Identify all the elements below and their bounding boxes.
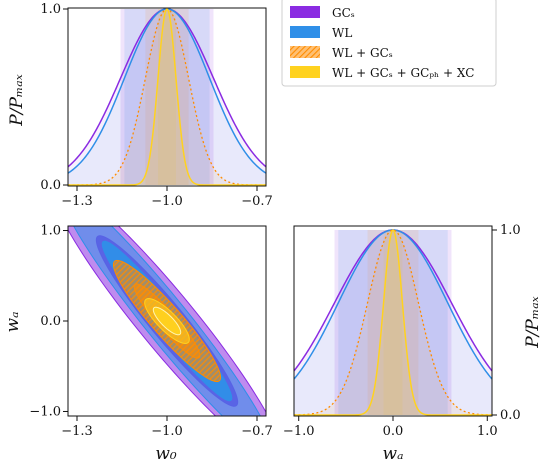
marginal-wa-x-ticks: −1.0 0.0 1.0: [283, 416, 498, 439]
marginal-wa-band-0: [334, 230, 452, 415]
x-tick-label: −0.7: [241, 194, 273, 209]
marginal-w0-fill-3: [68, 9, 266, 185]
marginal-wa-fill-0: [294, 230, 492, 415]
legend-label-3: WL + GCₛ + GCₚₕ + XC: [332, 66, 474, 80]
y-tick-label: 0.0: [500, 408, 521, 423]
marginal-wa-bands: [334, 230, 452, 415]
legend: GCₛ WL WL + GCₛ WL + GCₛ + GCₚₕ + XC: [281, 0, 497, 87]
y-tick-label: 0.0: [40, 178, 61, 193]
marginal-wa-fill-2: [294, 230, 492, 415]
contour-xlabel: w₀: [155, 444, 177, 464]
x-tick-label: −1.3: [61, 424, 93, 439]
legend-swatch-1: [290, 26, 320, 38]
legend-swatch-0: [290, 6, 320, 18]
contour-ylabel: wₐ: [3, 312, 23, 333]
marginal-wa-band-3: [383, 230, 403, 415]
marginal-wa-y-ticks: 0.0 1.0: [492, 223, 521, 423]
marginal-wa-xlabel: wₐ: [383, 444, 404, 464]
legend-frame: [281, 0, 497, 87]
legend-swatch-3: [290, 66, 320, 78]
marginal-wa-band-1: [338, 230, 448, 415]
x-tick-label: 0.0: [383, 424, 404, 439]
marginal-w0-fill-1: [68, 9, 266, 185]
marginal-w0-band-0: [120, 9, 214, 185]
marginal-wa-ylabel: P/Pₘₐₓ: [523, 296, 543, 348]
marginal-w0-panel: 0.0 1.0 −1.3 −1.0 −0.7 P/Pₘₐₓ: [7, 2, 273, 209]
legend-label-2: WL + GCₛ: [332, 46, 393, 60]
x-tick-label: −1.0: [151, 424, 183, 439]
y-tick-label: 0.0: [40, 314, 61, 329]
marginal-w0-fill-2: [68, 9, 266, 185]
marginal-w0-y-ticks: 0.0 1.0: [40, 2, 68, 193]
contour-2d-panel: −1.00.01.0 −1.3 −1.0 −0.7 w₀ wₐ: [3, 224, 273, 464]
marginal-wa-fill-3: [294, 230, 492, 415]
contour-ellipses: [68, 226, 266, 416]
y-tick-label: 1.0: [40, 224, 61, 239]
marginal-w0-x-ticks: −1.3 −1.0 −0.7: [61, 186, 273, 209]
x-tick-label: −1.0: [283, 424, 315, 439]
y-tick-label: −1.0: [29, 404, 61, 419]
legend-label-1: WL: [332, 26, 352, 40]
marginal-wa-curves: [294, 228, 492, 416]
x-tick-label: −1.0: [151, 194, 183, 209]
marginal-w0-curve-3: [68, 8, 266, 186]
x-tick-label: 1.0: [477, 424, 498, 439]
marginal-w0-ylabel: P/Pₘₐₓ: [7, 74, 27, 126]
contour-68-outline: [152, 306, 182, 336]
y-tick-label: 1.0: [500, 223, 521, 238]
x-tick-label: −0.7: [241, 424, 273, 439]
marginal-wa-fill-1: [294, 230, 492, 415]
marginal-wa-curve-3: [294, 228, 492, 416]
marginal-w0-curves: [68, 8, 266, 186]
marginal-w0-fill-0: [68, 9, 266, 185]
marginal-w0-band-3: [158, 9, 176, 185]
legend-swatch-2: [290, 46, 320, 58]
legend-label-0: GCₛ: [332, 6, 355, 20]
marginal-wa-panel: 0.01.0 −1.0 0.0 1.0 wₐ P/Pₘₐₓ: [283, 223, 543, 464]
contour-y-ticks: −1.0 0.0 1.0: [29, 224, 68, 419]
contour-x-ticks: −1.3 −1.0 −0.7: [61, 416, 273, 439]
x-tick-label: −1.3: [61, 194, 93, 209]
marginal-w0-band-2: [145, 9, 189, 185]
y-tick-label: 1.0: [40, 2, 61, 17]
marginal-wa-band-2: [367, 230, 419, 415]
